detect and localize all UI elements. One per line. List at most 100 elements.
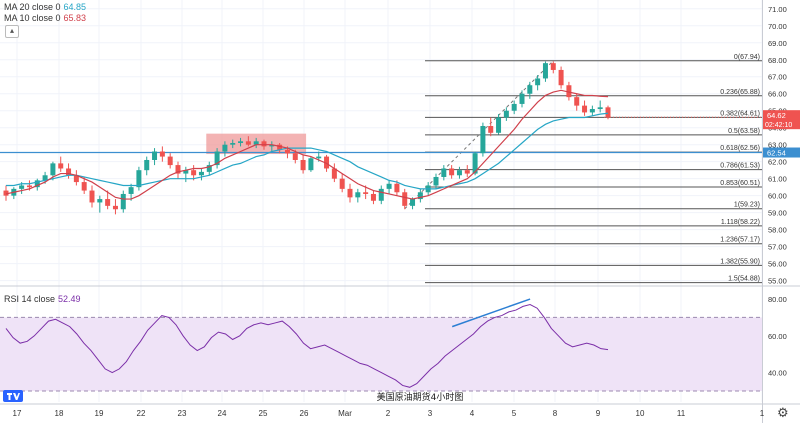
fib-label: 0.236(65.88) — [720, 89, 760, 96]
candle-body — [511, 103, 517, 111]
candle-body — [159, 151, 165, 157]
time-tick-label: 5 — [512, 409, 517, 418]
candle-body — [34, 180, 40, 188]
legend-ma10: MA 10 close 0 65.83 — [4, 13, 86, 23]
fib-label: 0.853(60.51) — [720, 180, 760, 187]
last-price-label: 64.62 — [767, 111, 786, 120]
legend-collapse-button[interactable]: ▴ — [5, 25, 19, 38]
tradingview-logo-icon — [3, 390, 23, 402]
last-price-badge — [763, 110, 800, 130]
price-tick-label: 61.00 — [768, 175, 787, 184]
price-tick-label: 57.00 — [768, 243, 787, 252]
price-tick-label: 67.00 — [768, 73, 787, 82]
candle-body — [105, 199, 111, 206]
candle-body — [277, 144, 283, 150]
candle-body — [308, 158, 314, 171]
price-tick-label: 63.00 — [768, 141, 787, 150]
candle-body — [582, 105, 588, 113]
rsi-tick-label: 60.00 — [768, 332, 787, 341]
candle-body — [558, 69, 564, 86]
candle-body — [128, 187, 134, 194]
time-tick-label: 19 — [95, 409, 104, 418]
time-tick-label: 4 — [470, 409, 475, 418]
legend-rsi: RSI 14 close 52.49 — [4, 294, 81, 304]
candle-body — [331, 168, 337, 179]
candle-body — [261, 141, 267, 147]
candle-body — [245, 141, 251, 145]
candle-body — [370, 193, 376, 201]
candle-body — [496, 117, 502, 133]
candle-body — [89, 190, 95, 203]
fib-label: 0(67.94) — [734, 54, 760, 61]
candle-body — [206, 165, 212, 172]
candle-body — [292, 153, 298, 160]
legend-rsi-label: RSI 14 close — [4, 294, 56, 304]
price-tick-label: 71.00 — [768, 5, 787, 14]
legend-ma20: MA 20 close 0 64.85 — [4, 2, 86, 12]
fib-label: 1.118(58.22) — [721, 219, 760, 226]
candle-body — [394, 183, 400, 193]
candle-body — [183, 170, 189, 174]
time-tick-label: 3 — [428, 409, 433, 418]
candle-body — [527, 85, 533, 94]
candle-body — [42, 175, 48, 181]
candle-body — [3, 190, 9, 196]
candle-body — [167, 156, 173, 166]
candle-body — [566, 85, 572, 98]
rsi-line — [5, 304, 609, 388]
legend-ma10-label: MA 10 close 0 — [4, 13, 61, 23]
candle-body — [363, 192, 369, 194]
fib-label: 1.5(54.88) — [728, 276, 760, 283]
candle-body — [386, 183, 392, 189]
settings-gear-icon[interactable]: ⚙ — [777, 406, 789, 421]
time-tick-label: 8 — [553, 409, 558, 418]
candle-body — [19, 185, 25, 189]
price-tick-label: 62.00 — [768, 158, 787, 167]
candle-body — [441, 168, 447, 177]
time-tick-label: 26 — [300, 409, 309, 418]
candle-body — [347, 188, 353, 198]
candle-body — [191, 170, 197, 176]
candle-body — [472, 153, 478, 174]
rsi-tick-label: 80.00 — [768, 295, 787, 304]
candle-body — [503, 110, 509, 118]
candle-body — [198, 171, 204, 176]
time-tick-label: 22 — [137, 409, 146, 418]
candle-body — [542, 63, 548, 79]
time-tick-label: 23 — [178, 409, 187, 418]
price-tick-label: 60.00 — [768, 192, 787, 201]
candle-body — [230, 143, 236, 145]
candle-body — [284, 149, 290, 154]
candle-body — [58, 163, 64, 169]
candle-body — [402, 192, 408, 206]
candle-body — [480, 126, 486, 154]
candle-body — [269, 144, 275, 147]
candle-body — [456, 170, 462, 176]
price-tick-label: 59.00 — [768, 209, 787, 218]
time-tick-label: 2 — [386, 409, 391, 418]
candle-body — [120, 193, 126, 210]
time-tick-label: 10 — [636, 409, 645, 418]
price-tick-label: 58.00 — [768, 226, 787, 235]
countdown-label: 02:42:10 — [765, 122, 792, 129]
fib-label: 0.618(62.56) — [720, 145, 760, 152]
time-tick-label: 24 — [218, 409, 227, 418]
rsi-trendline — [451, 298, 531, 328]
candle-body — [410, 199, 416, 206]
candle-body — [355, 192, 361, 198]
candle-body — [66, 168, 72, 176]
candle-body — [238, 141, 244, 143]
price-tick-label: 55.00 — [768, 277, 787, 286]
horizontal-line-axis-badge — [763, 147, 800, 158]
candle-body — [324, 156, 330, 169]
candle-body — [535, 78, 541, 86]
price-tick-label: 70.00 — [768, 22, 787, 31]
rsi-band — [0, 317, 762, 391]
time-tick-label: 11 — [677, 409, 686, 418]
candle-body — [464, 170, 470, 174]
candle-body — [339, 178, 345, 189]
legend-ma20-label: MA 20 close 0 — [4, 2, 61, 12]
time-tick-label: 18 — [55, 409, 64, 418]
ma10-line — [5, 89, 609, 200]
